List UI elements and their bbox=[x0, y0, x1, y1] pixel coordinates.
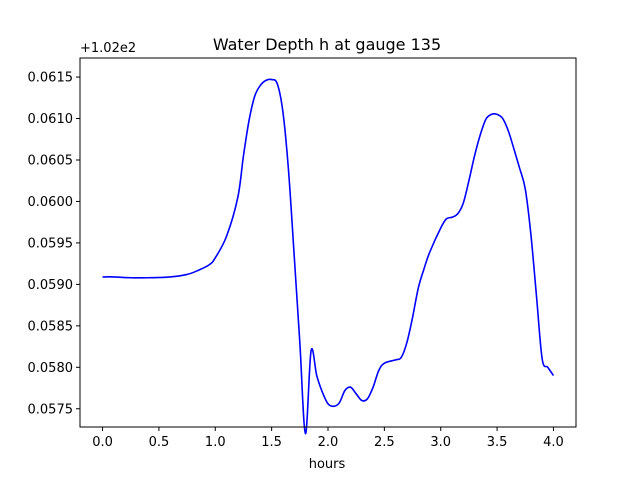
y-offset-label: +1.02e2 bbox=[80, 41, 136, 56]
plot-frame bbox=[79, 57, 577, 428]
series-layer bbox=[102, 78, 555, 435]
x-tick-label: 0.5 bbox=[149, 435, 170, 450]
series-line bbox=[102, 78, 555, 435]
x-tick-label: 2.0 bbox=[318, 435, 339, 450]
x-axis-label: hours bbox=[309, 457, 346, 472]
x-tick-label: 1.5 bbox=[261, 435, 282, 450]
x-tick-label: 2.5 bbox=[374, 435, 395, 450]
y-tick-label: 0.0575 bbox=[28, 402, 74, 417]
y-tick-label: 0.0595 bbox=[28, 236, 74, 251]
x-tick-label: 3.5 bbox=[487, 435, 508, 450]
plot-area bbox=[80, 58, 576, 427]
x-tick-label: 0.0 bbox=[92, 435, 113, 450]
y-tick-label: 0.0590 bbox=[28, 278, 74, 293]
y-tick-label: 0.0585 bbox=[28, 319, 74, 334]
x-tick-label: 1.0 bbox=[205, 435, 226, 450]
y-tick-label: 0.0605 bbox=[28, 153, 74, 168]
x-tick-label: 3.0 bbox=[430, 435, 451, 450]
x-tick-label: 4.0 bbox=[543, 435, 564, 450]
y-tick-label: 0.0580 bbox=[28, 361, 74, 376]
y-tick-label: 0.0615 bbox=[28, 71, 74, 86]
chart-title: Water Depth h at gauge 135 bbox=[213, 35, 441, 54]
y-axis-ticks: 0.0575 0.0580 0.0585 0.0590 0.0595 0.0600 0.06… bbox=[28, 71, 80, 417]
x-axis-ticks: 0.0 0.5 1.0 1.5 2.0 2.5 3.0 3.5 4.0 bbox=[92, 427, 564, 450]
y-tick-label: 0.0610 bbox=[28, 112, 74, 127]
y-tick-label: 0.0600 bbox=[28, 195, 74, 210]
